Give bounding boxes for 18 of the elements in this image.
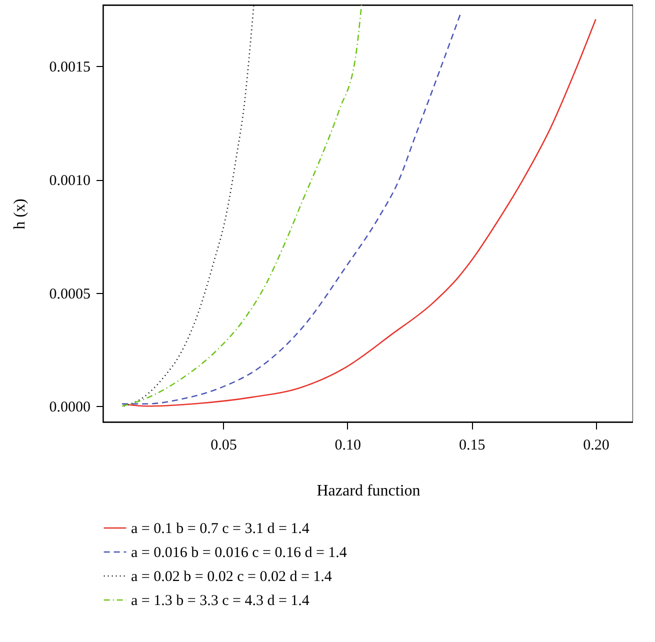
line-series [123, 4, 254, 407]
legend-label: a = 0.1 b = 0.7 c = 3.1 d = 1.4 [131, 521, 310, 537]
legend-label: a = 1.3 b = 3.3 c = 4.3 d = 1.4 [131, 593, 310, 609]
x-tick-label: 0.10 [334, 438, 362, 454]
y-tick-label: 0.0000 [49, 400, 90, 416]
y-tick-label: 0.0005 [49, 286, 90, 302]
line-series [121, 12, 462, 405]
line-series [121, 18, 596, 407]
y-tick-label: 0.0015 [49, 60, 90, 76]
y-tick-label: 0.0010 [49, 173, 90, 190]
x-axis-title: Hazard function [316, 482, 420, 500]
x-tick-label: 0.20 [583, 438, 610, 454]
line-series [121, 4, 362, 407]
legend-label: a = 0.02 b = 0.02 c = 0.02 d = 1.4 [131, 569, 332, 585]
y-axis-title: h (x) [11, 198, 28, 230]
x-tick-label: 0.15 [458, 438, 486, 454]
legend-label: a = 0.016 b = 0.016 c = 0.16 d = 1.4 [131, 545, 348, 561]
x-tick-label: 0.05 [210, 438, 237, 454]
